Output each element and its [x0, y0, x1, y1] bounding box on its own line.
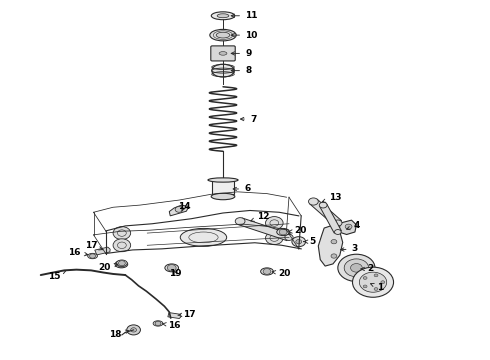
Ellipse shape: [165, 264, 178, 272]
Text: 6: 6: [233, 184, 250, 193]
Ellipse shape: [115, 261, 128, 268]
Circle shape: [119, 261, 125, 266]
Ellipse shape: [117, 260, 127, 266]
Circle shape: [266, 217, 283, 229]
Circle shape: [335, 230, 341, 234]
Text: 17: 17: [178, 310, 196, 319]
Text: 9: 9: [231, 49, 251, 58]
Circle shape: [235, 218, 245, 225]
Text: 4: 4: [346, 221, 360, 230]
Polygon shape: [169, 205, 189, 216]
Circle shape: [113, 226, 131, 239]
Circle shape: [319, 202, 327, 208]
Text: 1: 1: [370, 283, 383, 292]
Ellipse shape: [180, 228, 227, 246]
Circle shape: [279, 229, 287, 235]
Circle shape: [127, 325, 141, 335]
Circle shape: [155, 321, 161, 325]
Ellipse shape: [88, 253, 98, 259]
Text: 18: 18: [109, 330, 129, 339]
Text: 7: 7: [241, 114, 256, 123]
Circle shape: [350, 264, 362, 272]
Polygon shape: [238, 218, 291, 240]
Text: 13: 13: [322, 193, 342, 202]
Polygon shape: [318, 225, 343, 266]
Circle shape: [334, 220, 342, 226]
Text: 11: 11: [231, 11, 258, 20]
Text: 20: 20: [272, 269, 291, 278]
Text: 12: 12: [251, 212, 269, 221]
Ellipse shape: [211, 193, 235, 200]
Ellipse shape: [208, 178, 238, 182]
Text: 10: 10: [231, 31, 257, 40]
Text: 17: 17: [85, 241, 103, 250]
Ellipse shape: [153, 321, 163, 326]
Circle shape: [331, 239, 337, 244]
Text: 19: 19: [169, 269, 181, 278]
Circle shape: [118, 261, 125, 267]
Ellipse shape: [261, 268, 273, 275]
Circle shape: [363, 276, 367, 279]
Text: 14: 14: [177, 202, 190, 211]
Ellipse shape: [212, 64, 234, 77]
Ellipse shape: [277, 228, 290, 235]
Text: 15: 15: [48, 271, 66, 280]
Circle shape: [296, 239, 302, 244]
Circle shape: [113, 239, 131, 252]
Circle shape: [352, 267, 393, 297]
Circle shape: [345, 224, 352, 229]
Polygon shape: [168, 312, 181, 319]
Text: 3: 3: [341, 244, 358, 253]
Text: 20: 20: [288, 226, 306, 235]
Circle shape: [381, 281, 385, 284]
Ellipse shape: [217, 14, 229, 18]
Circle shape: [292, 237, 306, 247]
Circle shape: [374, 288, 378, 291]
Polygon shape: [95, 247, 110, 255]
Circle shape: [359, 272, 387, 292]
Ellipse shape: [216, 32, 230, 38]
Polygon shape: [310, 199, 342, 225]
Circle shape: [263, 269, 271, 274]
Circle shape: [131, 328, 137, 332]
Ellipse shape: [210, 30, 236, 41]
Ellipse shape: [219, 51, 227, 55]
Text: 2: 2: [361, 265, 373, 274]
Circle shape: [344, 259, 368, 277]
Polygon shape: [319, 204, 342, 233]
Text: 5: 5: [304, 237, 316, 246]
Text: 8: 8: [231, 66, 251, 75]
Ellipse shape: [211, 12, 235, 20]
Circle shape: [285, 234, 293, 240]
FancyBboxPatch shape: [211, 46, 235, 61]
Circle shape: [266, 231, 283, 244]
Text: 16: 16: [68, 248, 88, 257]
Circle shape: [167, 265, 176, 271]
Circle shape: [331, 254, 337, 258]
Circle shape: [338, 254, 375, 282]
Circle shape: [309, 198, 318, 205]
Circle shape: [90, 254, 96, 258]
Circle shape: [175, 207, 183, 212]
Circle shape: [363, 285, 367, 288]
FancyBboxPatch shape: [212, 180, 234, 194]
Polygon shape: [339, 220, 356, 234]
Circle shape: [374, 274, 378, 277]
Text: 20: 20: [98, 264, 118, 273]
Text: 16: 16: [162, 321, 180, 330]
